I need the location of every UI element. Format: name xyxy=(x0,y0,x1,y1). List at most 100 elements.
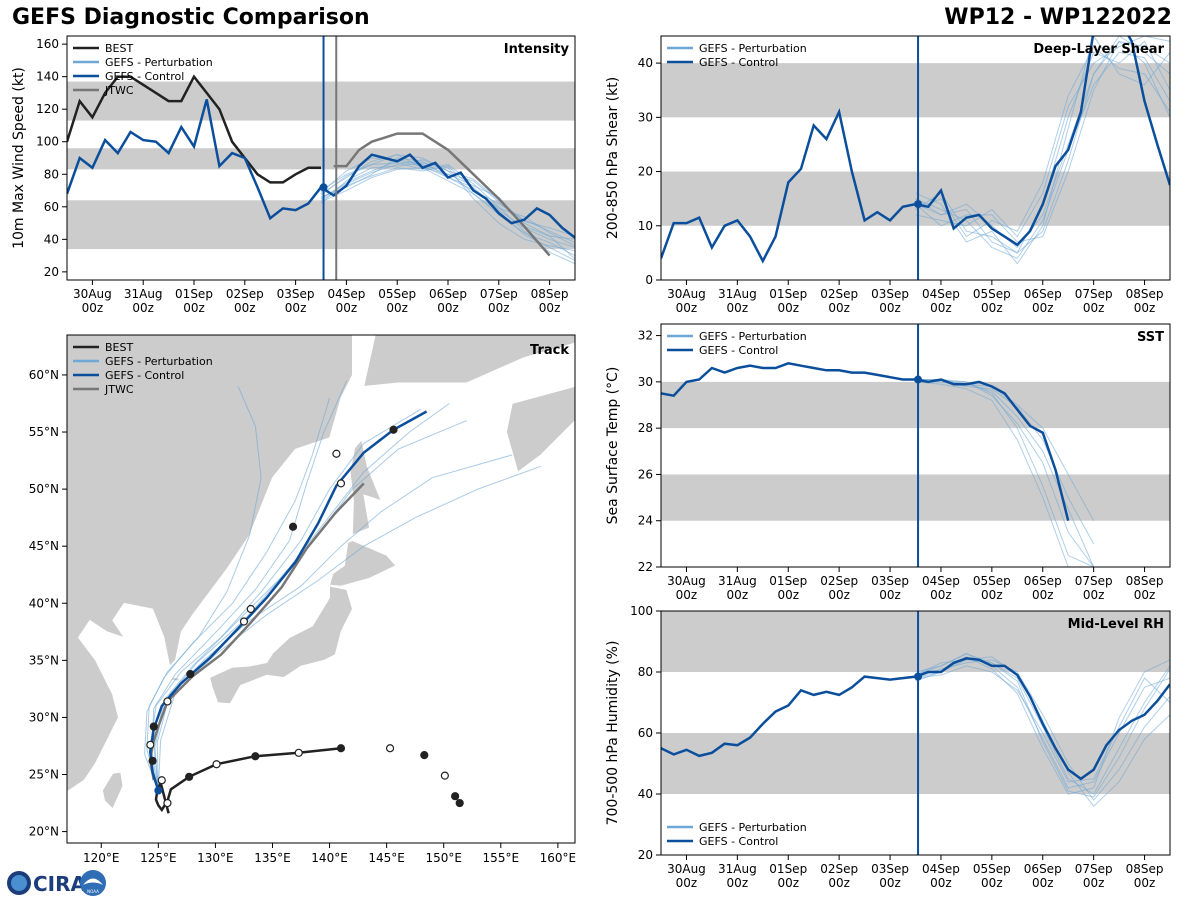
legend-label-ctrl: GEFS - Control xyxy=(699,835,778,848)
panel-frame xyxy=(660,35,1171,281)
y-tick-label: 40 xyxy=(638,787,653,801)
x-tick-date: 02Sep xyxy=(820,287,858,301)
track-jtwc-point-2 xyxy=(146,740,155,749)
track-jtwc-point-6 xyxy=(239,617,249,626)
x-tick-date: 08Sep xyxy=(1126,862,1164,876)
y-axis-label: 700-500 hPa Humidity (%) xyxy=(605,641,621,826)
x-tick-hour: 00z xyxy=(879,301,901,315)
x-tick-hour: 00z xyxy=(777,301,799,315)
x-tick-date: 08Sep xyxy=(1126,287,1164,301)
x-tick-date: 07Sep xyxy=(480,287,518,301)
map-area xyxy=(67,335,575,814)
plot-area xyxy=(67,74,575,265)
track-y-tick-label: 40°N xyxy=(29,596,59,610)
perturbation-line-2 xyxy=(915,381,1095,545)
x-tick-hour: 00z xyxy=(879,876,901,890)
x-tick-hour: 00z xyxy=(930,301,952,315)
panel-sst: 22242628303230Aug00z31Aug00z01Sep00z02Se… xyxy=(605,323,1171,602)
x-tick-date: 04Sep xyxy=(922,574,960,588)
y-axis-label: Sea Surface Temp (°C) xyxy=(605,367,621,525)
x-tick-date: 05Sep xyxy=(973,862,1011,876)
x-tick-hour: 00z xyxy=(727,301,749,315)
legend-label-pert: GEFS - Perturbation xyxy=(105,56,213,69)
x-tick-hour: 00z xyxy=(82,301,104,315)
track-legend-label-pert: GEFS - Perturbation xyxy=(105,355,213,368)
x-tick-date: 06Sep xyxy=(1024,574,1062,588)
track-title: Track xyxy=(530,343,569,358)
track-outlier-point-3 xyxy=(451,792,460,801)
best-line xyxy=(67,74,321,184)
x-tick-hour: 00z xyxy=(1083,876,1105,890)
perturbation-line-9 xyxy=(320,159,575,237)
perturbation-line-2 xyxy=(915,40,1170,243)
track-outlier-point-0 xyxy=(385,744,395,753)
track-legend-label-ctrl: GEFS - Control xyxy=(105,369,184,382)
x-tick-hour: 00z xyxy=(234,301,256,315)
y-tick-label: 20 xyxy=(638,848,653,862)
track-jtwc-point-11 xyxy=(389,425,398,434)
perturbation-line-6 xyxy=(915,653,1170,798)
track-y-tick-label: 20°N xyxy=(29,825,59,839)
legend-label-pert: GEFS - Perturbation xyxy=(699,42,807,55)
perturbation-line-8 xyxy=(320,154,575,261)
x-tick-date: 08Sep xyxy=(531,287,569,301)
y-tick-label: 28 xyxy=(638,421,653,435)
x-tick-hour: 00z xyxy=(437,301,459,315)
panel-track: 120°E 125°E 130°E 135°E 140°E 145°E 150°E 155°E… xyxy=(29,334,576,865)
x-tick-hour: 00z xyxy=(727,876,749,890)
x-tick-hour: 00z xyxy=(727,588,749,602)
y-tick-label: 22 xyxy=(638,560,653,574)
y-axis-label: 10m Max Wind Speed (kt) xyxy=(11,67,27,249)
track-best-point-0 xyxy=(336,744,346,753)
x-tick-hour: 00z xyxy=(285,301,307,315)
x-tick-date: 03Sep xyxy=(871,574,909,588)
panel-title: Deep-Layer Shear xyxy=(1033,42,1164,57)
perturbation-line-0 xyxy=(915,659,1170,795)
track-perturbation-2 xyxy=(144,397,331,791)
x-tick-date: 04Sep xyxy=(327,287,365,301)
track-outlier-point-2 xyxy=(440,771,449,780)
x-tick-hour: 00z xyxy=(1083,588,1105,602)
y-tick-label: 100 xyxy=(630,604,653,618)
y-tick-label: 20 xyxy=(44,265,59,279)
x-tick-date: 03Sep xyxy=(871,862,909,876)
track-x-tick-label: 135°E xyxy=(254,851,291,865)
track-best-point-3 xyxy=(212,760,221,769)
land-polygon-1 xyxy=(363,335,575,473)
track-perturbation-7 xyxy=(157,465,541,791)
y-tick-label: 0 xyxy=(645,273,653,287)
panel-intensity: 2040608010012014016030Aug00z31Aug00z01Se… xyxy=(11,35,576,315)
init-marker xyxy=(319,183,328,192)
x-tick-date: 05Sep xyxy=(973,574,1011,588)
track-frame xyxy=(66,334,576,844)
land-polygon-3 xyxy=(209,585,353,705)
x-tick-date: 02Sep xyxy=(820,574,858,588)
track-best-point-1 xyxy=(294,748,303,757)
band-intensity-2 xyxy=(67,81,575,121)
x-tick-hour: 00z xyxy=(1134,876,1156,890)
panel-title: Intensity xyxy=(504,42,570,57)
y-tick-label: 60 xyxy=(638,726,653,740)
x-tick-hour: 00z xyxy=(488,301,510,315)
track-x-tick-label: 140°E xyxy=(311,851,348,865)
noaa-logo-icon xyxy=(80,870,106,896)
x-tick-date: 05Sep xyxy=(973,287,1011,301)
x-tick-date: 30Aug xyxy=(667,862,706,876)
cira-logo-text: CIRA xyxy=(33,872,87,896)
track-y-tick-label: 45°N xyxy=(29,539,59,553)
x-tick-date: 07Sep xyxy=(1075,287,1113,301)
noaa-logo-text: NOAA xyxy=(87,889,99,894)
y-tick-label: 160 xyxy=(36,37,59,51)
x-tick-hour: 00z xyxy=(777,588,799,602)
legend-label-ctrl: GEFS - Control xyxy=(699,344,778,357)
x-tick-hour: 00z xyxy=(828,588,850,602)
legend-label-ctrl: GEFS - Control xyxy=(699,56,778,69)
track-y-tick-label: 25°N xyxy=(29,768,59,782)
x-tick-hour: 00z xyxy=(981,301,1003,315)
panel-title: SST xyxy=(1137,330,1164,345)
track-y-tick-label: 60°N xyxy=(29,368,59,382)
plot-area xyxy=(661,36,1170,265)
plot-area xyxy=(661,362,1170,567)
init-marker xyxy=(914,672,923,681)
track-jtwc-point-4 xyxy=(163,697,172,706)
